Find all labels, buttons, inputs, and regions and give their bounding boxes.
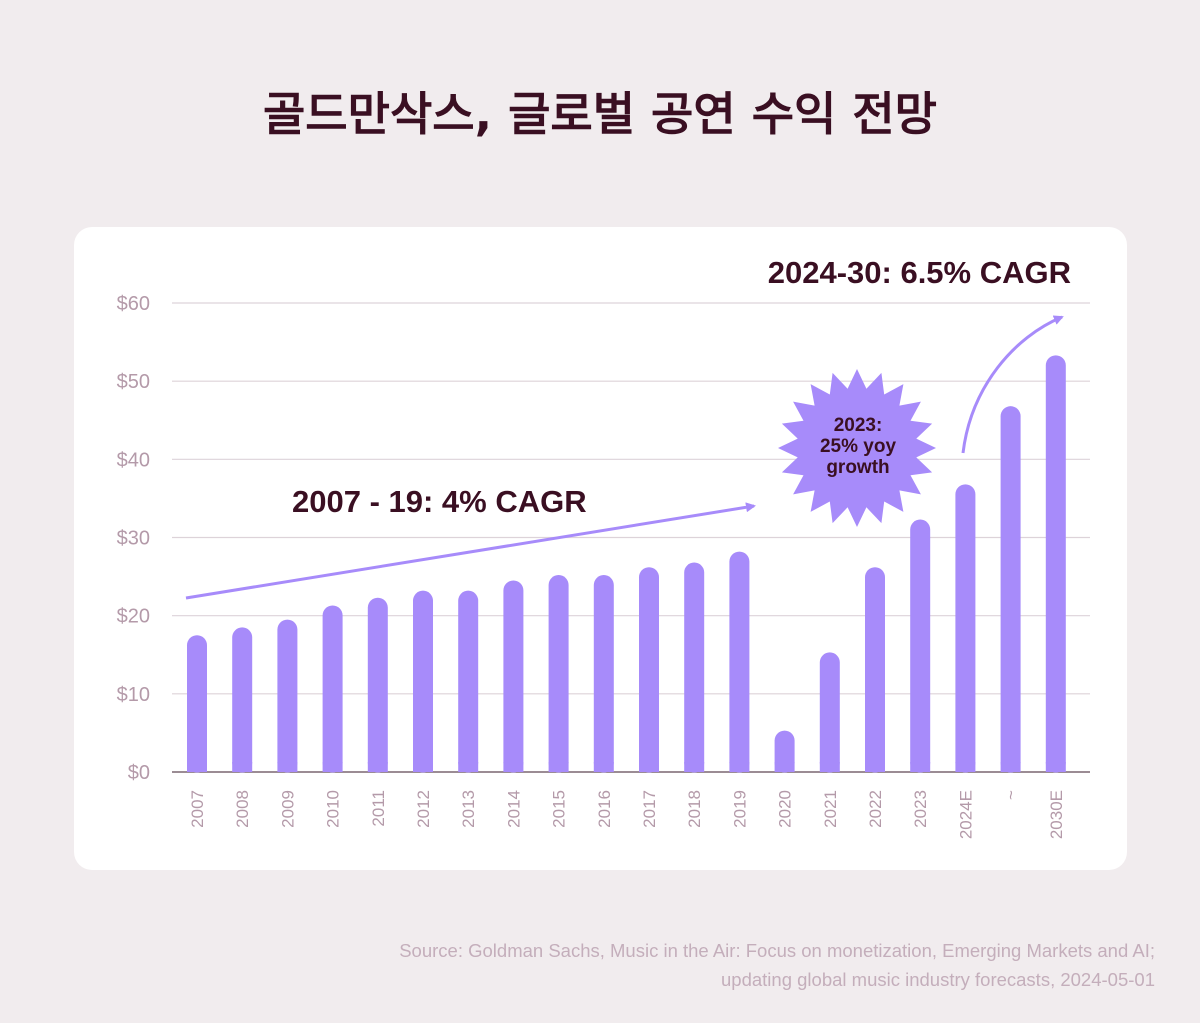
bar-base [684, 762, 705, 772]
y-tick-label: $0 [128, 762, 150, 784]
y-tick-label: $20 [117, 606, 150, 628]
y-tick-label: $30 [117, 528, 150, 550]
x-tick-label: 2012 [414, 790, 433, 828]
bar [819, 652, 840, 773]
x-tick-label: 2019 [730, 790, 749, 828]
page-title: 골드만삭스, 글로벌 공연 수익 전망 [262, 87, 937, 141]
bar-base [819, 762, 840, 772]
y-axis-ticks: $0 $10 $20 $30 $40 $50 $60 [117, 293, 150, 784]
badge-line-1: 2023: [834, 415, 883, 436]
bar-base [955, 762, 976, 772]
bar-base [277, 762, 298, 772]
bar-base [639, 762, 659, 772]
x-tick-label: 2008 [233, 790, 252, 828]
bar [232, 627, 253, 773]
bar-base [774, 762, 795, 772]
bar-base [1045, 762, 1066, 772]
bar-base [413, 762, 433, 772]
chart-card: $0 $10 $20 $30 $40 $50 $60 2007 2008 2009 2010 201… [74, 227, 1127, 870]
x-tick-label: 2015 [550, 790, 569, 828]
bar-base [458, 762, 479, 772]
bar-base [593, 762, 614, 772]
bar-base [1000, 762, 1021, 772]
bar [548, 575, 569, 773]
bar [639, 567, 659, 773]
badge-line-3: growth [826, 457, 889, 478]
y-tick-label: $50 [117, 371, 150, 393]
x-tick-label: 2009 [278, 790, 297, 828]
x-tick-label: 2024E [956, 790, 975, 839]
x-tick-label: ~ [1002, 790, 1021, 800]
x-tick-label: 2023 [911, 790, 930, 828]
bar [910, 519, 931, 773]
trend-label-2024-30: 2024-30: 6.5% CAGR [768, 255, 1071, 290]
bar [322, 605, 343, 773]
bar [458, 590, 479, 773]
x-tick-label: 2014 [504, 790, 523, 828]
bar-chart: $0 $10 $20 $30 $40 $50 $60 2007 2008 2009 2010 201… [117, 255, 1090, 839]
bar-base [367, 762, 388, 772]
badge-line-2: 25% yoy [820, 436, 896, 457]
bar [955, 484, 976, 773]
bar [684, 562, 705, 773]
bar-base [187, 762, 207, 772]
bar [187, 635, 207, 773]
bar-base [865, 762, 885, 772]
x-tick-label: 2013 [459, 790, 478, 828]
bar [277, 619, 298, 773]
growth-badge-starburst [778, 369, 936, 527]
bar [593, 575, 614, 773]
y-tick-label: $10 [117, 684, 150, 706]
y-tick-label: $60 [117, 293, 150, 315]
bar [1045, 355, 1066, 773]
x-tick-label: 2020 [776, 790, 795, 828]
bar-base [232, 762, 253, 772]
x-tick-label: 2017 [640, 790, 659, 828]
bar [729, 551, 750, 773]
bar-base [503, 762, 524, 772]
trend-arrow-2007-19 [185, 502, 756, 600]
bar-base [729, 762, 750, 772]
x-tick-label: 2007 [188, 790, 207, 828]
bar-base [910, 762, 931, 772]
trend-label-2007-19: 2007 - 19: 4% CAGR [292, 484, 587, 519]
x-tick-label: 2011 [369, 790, 388, 827]
x-axis-ticks: 2007 2008 2009 2010 2011 2012 2013 2014 2015 2016… [188, 790, 1066, 839]
x-tick-label: 2010 [324, 790, 343, 828]
bar-base [322, 762, 343, 772]
x-tick-label: 2016 [595, 790, 614, 828]
y-tick-label: $40 [117, 449, 150, 471]
source-line-2: updating global music industry forecasts… [721, 969, 1155, 990]
gridlines [172, 302, 1090, 773]
x-tick-label: 2021 [821, 790, 840, 828]
source-line-1: Source: Goldman Sachs, Music in the Air:… [399, 940, 1155, 961]
source-note: Source: Goldman Sachs, Music in the Air:… [255, 936, 1155, 994]
bar [865, 567, 885, 773]
x-tick-label: 2022 [866, 790, 885, 828]
bar [367, 597, 388, 773]
bar [1000, 406, 1021, 773]
bar [503, 580, 524, 773]
x-tick-label: 2030E [1047, 790, 1066, 839]
trend-arrow-2024-30 [961, 315, 1064, 454]
x-tick-label: 2018 [685, 790, 704, 828]
bars [187, 355, 1066, 773]
bar [413, 590, 433, 773]
bar-base [548, 762, 569, 772]
